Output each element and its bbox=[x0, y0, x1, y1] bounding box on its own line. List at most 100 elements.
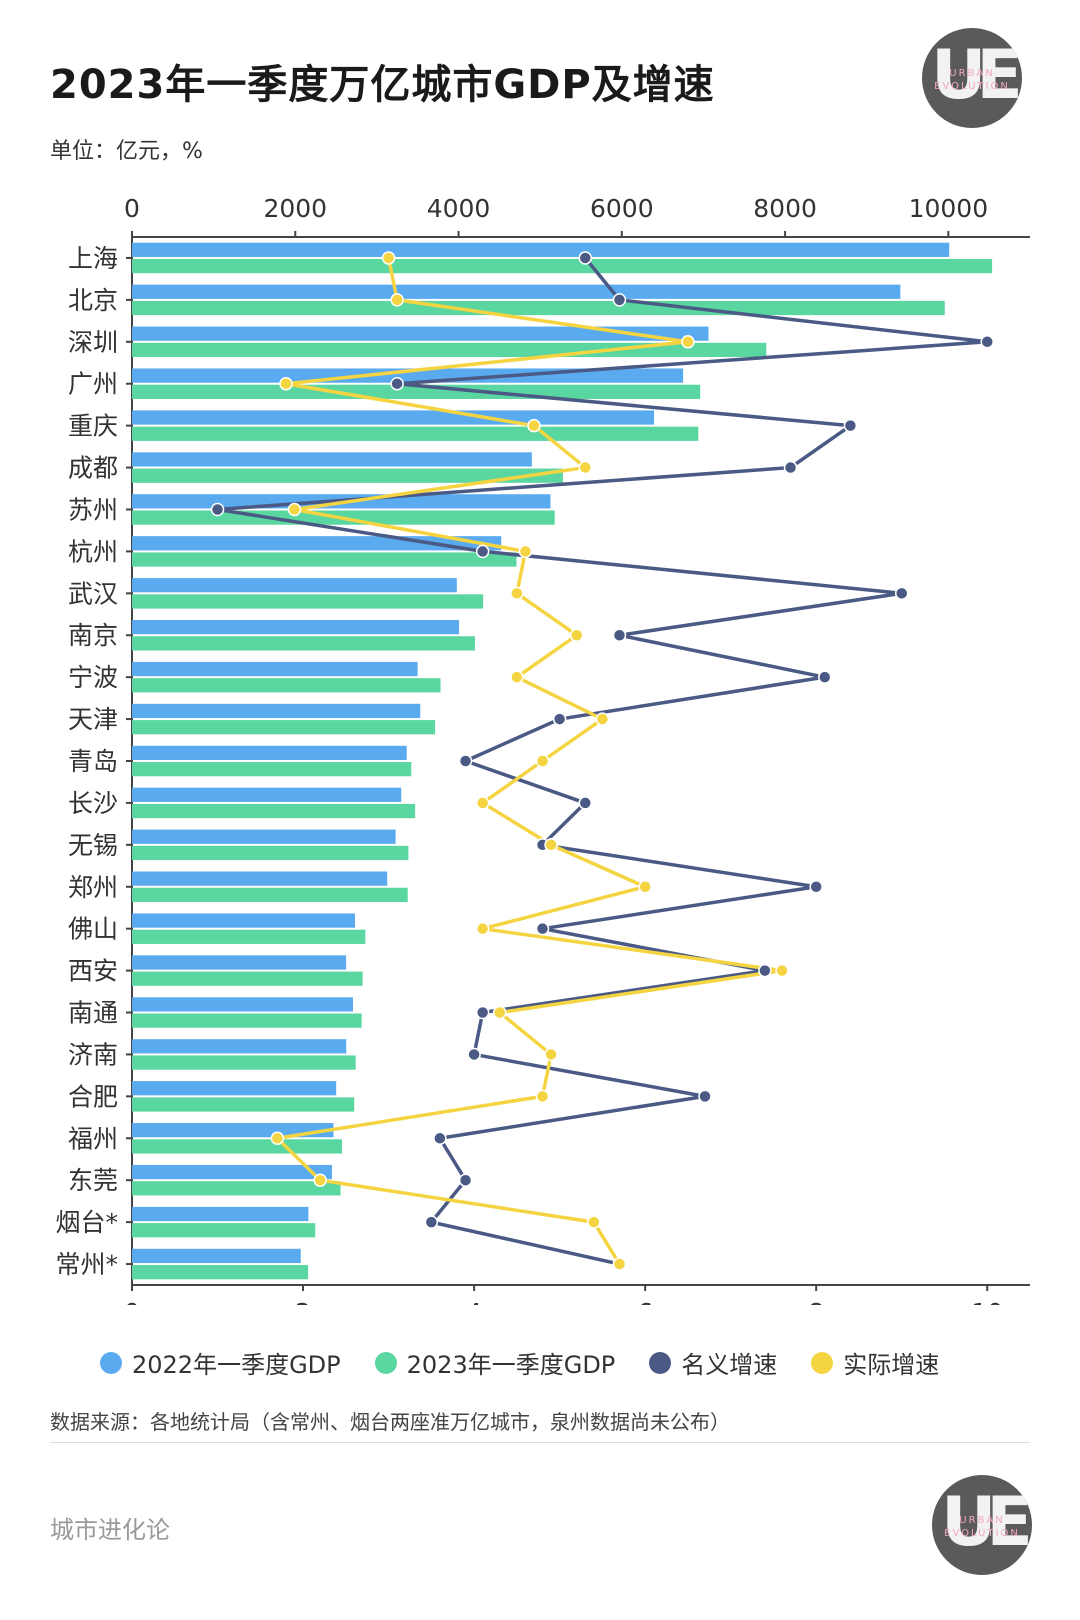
category-label: 无锡 bbox=[68, 831, 118, 860]
top-tick-label: 8000 bbox=[753, 194, 817, 223]
nominal-growth-point bbox=[433, 1131, 447, 1146]
bar-gdp2023 bbox=[132, 887, 408, 903]
real-growth-point bbox=[390, 293, 404, 307]
nominal-growth-point bbox=[612, 628, 627, 642]
nominal-growth-point bbox=[552, 712, 567, 726]
real-growth-point bbox=[595, 712, 610, 726]
legend-item-gdp2022: 2022年一季度GDP bbox=[100, 1345, 341, 1380]
bar-gdp2022 bbox=[132, 1206, 309, 1222]
bar-gdp2022 bbox=[132, 913, 356, 928]
real-growth-point bbox=[518, 544, 533, 559]
nominal-growth-point bbox=[894, 586, 909, 601]
real-growth-point bbox=[544, 1047, 558, 1062]
bar-gdp2023 bbox=[132, 552, 517, 567]
real-growth-point bbox=[279, 376, 293, 391]
top-tick-label: 10000 bbox=[909, 194, 989, 223]
unit-label: 单位：亿元，% bbox=[50, 139, 203, 164]
real-growth-point bbox=[270, 1131, 285, 1146]
legend-label-real: 实际增速 bbox=[843, 1351, 940, 1379]
legend-swatch-real bbox=[811, 1351, 834, 1374]
nominal-growth-point bbox=[210, 502, 225, 517]
real-growth-point bbox=[578, 460, 593, 475]
bar-gdp2022 bbox=[132, 1248, 301, 1264]
real-growth-point bbox=[475, 921, 490, 936]
real-growth-point bbox=[569, 628, 584, 642]
bar-gdp2022 bbox=[132, 242, 950, 257]
nominal-growth-point bbox=[843, 418, 858, 433]
bar-gdp2023 bbox=[132, 929, 366, 944]
category-label: 郑州 bbox=[68, 873, 118, 902]
real-growth-point bbox=[475, 796, 490, 810]
category-label: 佛山 bbox=[68, 915, 118, 944]
bar-gdp2023 bbox=[132, 762, 412, 777]
bar-gdp2023 bbox=[132, 300, 945, 316]
legend-label-gdp2023: 2023年一季度GDP bbox=[406, 1351, 616, 1379]
category-label: 西安 bbox=[68, 957, 118, 986]
bar-gdp2023 bbox=[132, 678, 441, 693]
nominal-growth-point bbox=[783, 460, 798, 475]
bar-gdp2022 bbox=[132, 410, 655, 425]
nominal-growth-point bbox=[809, 880, 823, 894]
bar-gdp2023 bbox=[132, 720, 436, 735]
bar-gdp2022 bbox=[132, 703, 421, 719]
nominal-growth-point bbox=[467, 1047, 481, 1062]
real-growth-point bbox=[587, 1215, 601, 1229]
bar-gdp2022 bbox=[132, 1164, 332, 1180]
real-growth-point bbox=[381, 251, 396, 265]
bar-gdp2023 bbox=[132, 342, 767, 358]
logo: UE URBAN EVOLUTION bbox=[922, 28, 1022, 128]
top-tick-label: 0 bbox=[124, 194, 140, 223]
bar-gdp2022 bbox=[132, 661, 418, 677]
bar-gdp2023 bbox=[132, 1097, 355, 1112]
legend-item-real: 实际增速 bbox=[811, 1345, 939, 1380]
category-label: 重庆 bbox=[68, 412, 118, 441]
bar-gdp2022 bbox=[132, 997, 353, 1012]
divider bbox=[50, 1442, 1030, 1443]
logo-line-1: URBAN bbox=[949, 68, 995, 79]
category-label: 青岛 bbox=[68, 747, 118, 776]
category-label: 武汉 bbox=[68, 579, 118, 608]
nominal-growth-point bbox=[424, 1215, 439, 1229]
bar-gdp2023 bbox=[132, 1181, 341, 1196]
real-growth-point bbox=[681, 335, 695, 349]
bottom-tick-label: 4 bbox=[466, 1298, 482, 1305]
bar-gdp2023 bbox=[132, 1013, 362, 1028]
bar-gdp2023 bbox=[132, 803, 416, 819]
logo-footer-line-2: EVOLUTION bbox=[944, 1528, 1020, 1539]
bar-gdp2023 bbox=[132, 468, 563, 483]
real-growth-point bbox=[287, 502, 302, 517]
bottom-tick-label: 0 bbox=[124, 1298, 140, 1305]
bottom-tick-label: 6 bbox=[637, 1298, 653, 1305]
brand-name: 城市进化论 bbox=[50, 1516, 170, 1544]
bar-gdp2023 bbox=[132, 971, 363, 986]
nominal-growth-line bbox=[215, 256, 989, 1266]
legend-swatch-gdp2022 bbox=[100, 1351, 122, 1374]
legend-item-gdp2023: 2023年一季度GDP bbox=[374, 1345, 616, 1380]
nominal-growth-point bbox=[578, 251, 593, 265]
bar-gdp2022 bbox=[132, 452, 532, 467]
top-tick-label: 2000 bbox=[263, 194, 327, 223]
bar-gdp2022 bbox=[132, 787, 402, 802]
category-label: 济南 bbox=[68, 1040, 118, 1069]
category-label: 烟台* bbox=[55, 1208, 118, 1237]
nominal-growth-point bbox=[578, 796, 593, 810]
legend-swatch-nominal bbox=[649, 1351, 672, 1374]
category-label: 宁波 bbox=[68, 663, 118, 692]
nominal-growth-point bbox=[698, 1089, 712, 1104]
real-growth-point bbox=[493, 1005, 507, 1020]
bar-gdp2022 bbox=[132, 871, 388, 886]
logo-footer: UE URBAN EVOLUTION bbox=[932, 1475, 1032, 1575]
real-growth-point bbox=[527, 418, 541, 433]
category-label: 常州* bbox=[55, 1250, 118, 1279]
bar-gdp2023 bbox=[132, 1055, 356, 1070]
data-source: 数据来源：各地统计局（含常州、烟台两座准万亿城市，泉州数据尚未公布） bbox=[50, 1410, 730, 1434]
nominal-growth-point bbox=[458, 1173, 473, 1187]
bar-gdp2022 bbox=[132, 619, 460, 635]
bar-gdp2023 bbox=[132, 1139, 342, 1154]
legend-item-nominal: 名义增速 bbox=[649, 1345, 777, 1380]
bar-gdp2022 bbox=[132, 578, 457, 593]
category-label: 合肥 bbox=[68, 1082, 118, 1111]
category-label: 杭州 bbox=[68, 537, 118, 566]
bottom-tick-label: 8 bbox=[808, 1298, 824, 1305]
category-label: 天津 bbox=[68, 705, 118, 734]
